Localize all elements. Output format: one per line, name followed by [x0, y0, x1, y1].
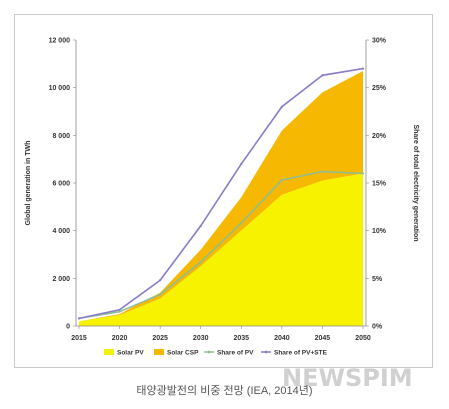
newspim-watermark: NEWSPIM [282, 364, 413, 392]
point-share-of-pv [280, 179, 283, 182]
legend-swatch-solar-pv [104, 349, 114, 355]
point-share-of-pv [321, 170, 324, 173]
legend-label-solar-csp: Solar CSP [167, 350, 199, 357]
y-right-tick-label: 10% [372, 228, 387, 235]
x-tick-label: 2050 [355, 335, 371, 342]
point-share-of-pv-ste [240, 162, 243, 166]
y-left-axis-title: Global generation in TWh [25, 141, 32, 226]
legend-label-share-of-pv: Share of PV [217, 350, 254, 357]
y-left-tick-label: 6 000 [52, 181, 70, 188]
y-left-tick-label: 4 000 [52, 228, 70, 235]
y-left-tick-label: 0 [66, 324, 70, 331]
y-left-tick-label: 10 000 [49, 85, 71, 92]
x-tick-label: 2015 [71, 335, 87, 342]
legend-swatch-solar-csp [154, 349, 164, 355]
point-share-of-pv [199, 261, 202, 264]
point-share-of-pv [159, 293, 162, 296]
x-tick-label: 2035 [233, 335, 249, 342]
point-share-of-pv-ste [118, 308, 121, 311]
legend-marker-share-of-pv [207, 350, 211, 354]
y-right-tick-label: 25% [372, 85, 387, 92]
y-left-tick-label: 2 000 [52, 276, 70, 283]
legend-label-solar-pv: Solar PV [117, 350, 144, 357]
y-left-tick-label: 8 000 [52, 133, 70, 140]
y-right-tick-label: 15% [372, 181, 387, 188]
chart-svg: 0 2 000 4 000 6 000 8 000 10 000 12 000 0% 5% 10%… [25, 38, 419, 357]
y-left-tick-label: 12 000 [49, 38, 71, 45]
x-tick-label: 2025 [152, 335, 168, 342]
y-right-tick-label: 30% [372, 38, 387, 45]
legend-marker-share-of-pv-ste [264, 350, 268, 354]
y-right-tick-label: 0% [372, 324, 383, 331]
x-tick-label: 2045 [315, 335, 331, 342]
point-share-of-pv [118, 310, 121, 313]
area-solar-pv [79, 173, 363, 326]
legend-label-share-of-pv-ste: Share of PV+STE [274, 350, 328, 357]
x-tick-label: 2030 [193, 335, 209, 342]
point-share-of-pv-ste [77, 317, 81, 320]
y-right-axis-title: Share of total electricity generation [412, 124, 419, 241]
point-share-of-pv-ste [321, 74, 324, 77]
point-share-of-pv-ste [199, 224, 202, 227]
y-right-tick-label: 5% [372, 276, 383, 283]
area-solar-csp [79, 70, 363, 322]
line-share-of-pv [78, 170, 364, 320]
point-share-of-pv-ste [361, 67, 365, 70]
y-right-tick-label: 20% [372, 133, 387, 140]
x-tick-label: 2040 [274, 335, 290, 342]
point-share-of-pv-ste [280, 105, 283, 108]
x-tick-label: 2020 [112, 335, 128, 342]
point-share-of-pv [240, 221, 243, 225]
line-share-of-pv-ste [78, 67, 364, 320]
figure-caption: 태양광발전의 비중 전망 (IEA, 2014년) [136, 385, 313, 397]
point-share-of-pv [361, 172, 365, 175]
point-share-of-pv-ste [159, 279, 162, 282]
